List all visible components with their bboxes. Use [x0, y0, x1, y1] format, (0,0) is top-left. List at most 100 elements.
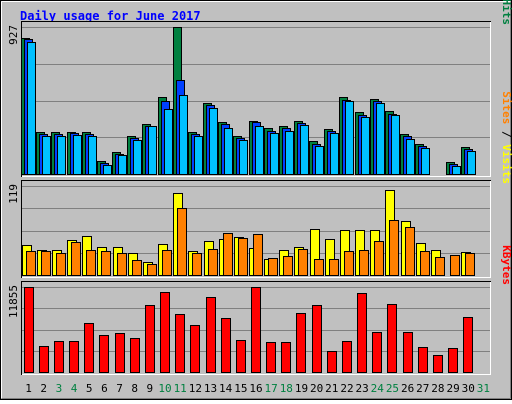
bar-kbytes [145, 305, 155, 373]
bar-kbytes [221, 318, 231, 373]
bar-kbytes [463, 317, 473, 373]
bar-kbytes [130, 338, 140, 373]
bar-kbytes [296, 313, 306, 373]
bar-sites [435, 257, 445, 276]
bar-pages [270, 133, 279, 175]
bar-sites [389, 220, 399, 276]
bar-pages [330, 133, 339, 175]
max-value-label: 927 [7, 25, 20, 45]
bar-kbytes [342, 341, 352, 373]
bar-pages [209, 108, 218, 175]
bar-pages [27, 42, 36, 175]
day-label: 11 [174, 382, 187, 395]
bar-sites [283, 256, 293, 276]
day-label: 9 [147, 382, 154, 395]
bar-kbytes [236, 340, 246, 373]
day-label: 13 [204, 382, 217, 395]
bar-kbytes [190, 325, 200, 373]
axis-label-part: Hits [500, 0, 512, 25]
bar-kbytes [327, 351, 337, 373]
day-label: 30 [462, 382, 475, 395]
bar-kbytes [357, 293, 367, 373]
bar-kbytes [418, 347, 428, 373]
bar-pages [42, 136, 51, 175]
bar-sites [208, 249, 218, 276]
day-label: 16 [249, 382, 262, 395]
bar-kbytes [281, 342, 291, 373]
bar-sites [147, 264, 157, 276]
series-axis-label: Sites / Visits [500, 91, 512, 184]
day-label: 26 [401, 382, 414, 395]
bar-pages [391, 115, 400, 175]
bar-sites [41, 251, 51, 276]
bar-kbytes [251, 287, 261, 373]
bar-pages [452, 166, 461, 175]
day-label: 14 [219, 382, 233, 395]
bar-kbytes [387, 304, 397, 373]
bar-sites [420, 251, 430, 276]
bar-pages [361, 117, 370, 175]
bar-pages [148, 126, 157, 175]
bar-pages [255, 126, 264, 175]
bar-kbytes [160, 292, 170, 373]
bar-sites [465, 253, 475, 276]
bar-pages [376, 103, 385, 175]
bar-pages [224, 128, 233, 175]
day-label: 21 [325, 382, 338, 395]
bar-sites [405, 227, 415, 276]
bar-sites [268, 258, 278, 276]
bar-sites [298, 249, 308, 276]
bar-kbytes [372, 332, 382, 373]
day-label: 24 [371, 382, 385, 395]
bar-sites [329, 259, 339, 276]
day-label: 29 [446, 382, 459, 395]
day-label: 17 [265, 382, 278, 395]
day-label: 6 [101, 382, 108, 395]
bar-sites [86, 250, 96, 276]
bar-pages [103, 165, 112, 175]
bar-pages [194, 136, 203, 175]
day-label: 31 [477, 382, 490, 395]
max-value-label: 119 [7, 184, 20, 204]
bar-sites [56, 253, 66, 276]
bar-pages [133, 140, 142, 175]
bar-pages [421, 148, 430, 175]
bar-kbytes [54, 341, 64, 373]
bar-sites [359, 250, 369, 276]
bar-kbytes [99, 335, 109, 373]
bar-pages [179, 95, 188, 175]
day-label: 23 [356, 382, 369, 395]
bar-kbytes [175, 314, 185, 373]
day-label: 3 [56, 382, 63, 395]
day-label: 15 [234, 382, 247, 395]
bar-kbytes [39, 346, 49, 373]
bar-sites [132, 260, 142, 276]
day-label: 1 [25, 382, 32, 395]
bar-pages [118, 155, 127, 175]
bar-pages [315, 146, 324, 175]
bar-kbytes [206, 297, 216, 373]
axis-label-part: Visits [500, 144, 512, 184]
bar-pages [406, 139, 415, 175]
max-value-label: 11855 [7, 285, 20, 318]
bar-sites [192, 253, 202, 276]
bar-sites [374, 241, 384, 276]
chart-title: Daily usage for June 2017 [20, 9, 201, 23]
bar-sites [314, 259, 324, 276]
bar-kbytes [403, 332, 413, 373]
axis-label-part: / [500, 124, 512, 144]
bar-sites [238, 238, 248, 276]
bar-pages [467, 151, 476, 175]
bar-sites [162, 250, 172, 276]
bar-kbytes [115, 333, 125, 373]
bar-kbytes [266, 342, 276, 373]
day-label: 25 [386, 382, 399, 395]
axis-label-part: Sites [500, 91, 512, 124]
bar-kbytes [433, 355, 443, 373]
bar-sites [253, 234, 263, 276]
bar-sites [223, 233, 233, 276]
bar-sites [177, 208, 187, 276]
series-axis-label: KBytes [500, 245, 512, 285]
